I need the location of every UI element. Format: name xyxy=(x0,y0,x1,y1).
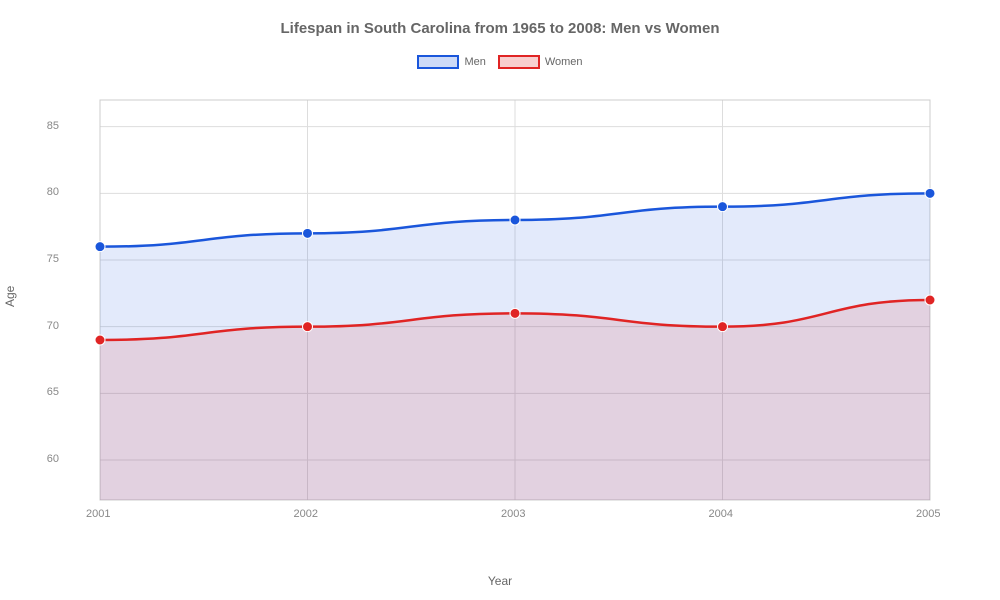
legend-swatch-men xyxy=(417,55,459,69)
plot-area xyxy=(65,90,965,530)
x-tick-label: 2003 xyxy=(501,508,525,520)
legend-item-women[interactable]: Women xyxy=(498,55,583,69)
legend-swatch-women xyxy=(498,55,540,69)
x-tick-label: 2002 xyxy=(294,508,318,520)
chart-container: Lifespan in South Carolina from 1965 to … xyxy=(0,0,1000,600)
chart-svg xyxy=(65,90,965,530)
x-tick-label: 2004 xyxy=(709,508,733,520)
x-tick-label: 2001 xyxy=(86,508,110,520)
legend-item-men[interactable]: Men xyxy=(417,55,485,69)
y-axis-label: Age xyxy=(3,286,17,307)
legend-label-women: Women xyxy=(545,56,583,68)
y-tick-label: 85 xyxy=(47,120,59,132)
y-tick-label: 80 xyxy=(47,186,59,198)
y-tick-label: 75 xyxy=(47,253,59,265)
legend: Men Women xyxy=(0,55,1000,69)
x-tick-label: 2005 xyxy=(916,508,940,520)
y-tick-label: 70 xyxy=(47,320,59,332)
y-tick-label: 65 xyxy=(47,386,59,398)
y-tick-label: 60 xyxy=(47,453,59,465)
legend-label-men: Men xyxy=(464,56,485,68)
chart-title: Lifespan in South Carolina from 1965 to … xyxy=(0,20,1000,37)
x-axis-label: Year xyxy=(0,574,1000,588)
